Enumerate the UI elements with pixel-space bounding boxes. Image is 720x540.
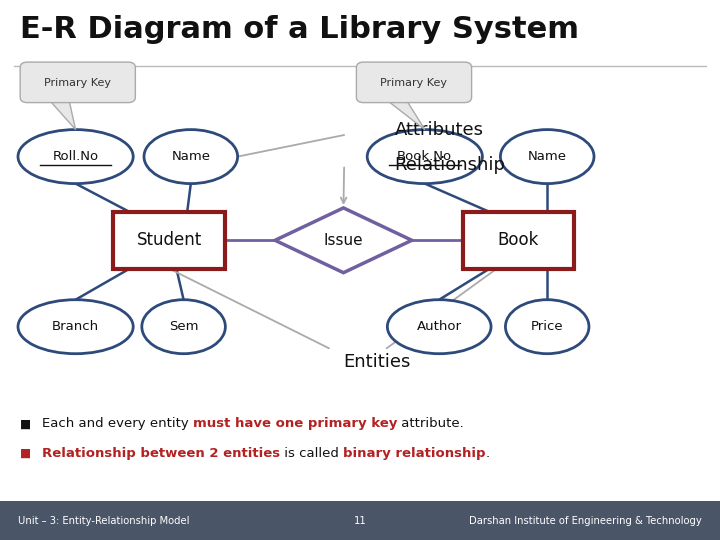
Text: 11: 11 [354,516,366,525]
Text: attribute.: attribute. [397,417,464,430]
Ellipse shape [18,130,133,184]
Text: Primary Key: Primary Key [44,78,112,87]
Text: Primary Key: Primary Key [380,78,448,87]
Text: Unit – 3: Entity-Relationship Model: Unit – 3: Entity-Relationship Model [18,516,189,525]
Polygon shape [383,97,425,130]
Ellipse shape [387,300,491,354]
Ellipse shape [142,300,225,354]
Text: Issue: Issue [323,233,364,248]
Ellipse shape [505,300,589,354]
Text: Author: Author [417,320,462,333]
Polygon shape [275,208,412,273]
Polygon shape [47,97,76,130]
FancyBboxPatch shape [20,62,135,103]
Text: must have one primary key: must have one primary key [193,417,397,430]
Bar [113,212,225,268]
Text: Branch: Branch [52,320,99,333]
Text: binary relationship: binary relationship [343,447,485,460]
Text: Attributes: Attributes [395,120,484,139]
Ellipse shape [144,130,238,184]
Ellipse shape [18,300,133,354]
Text: Entities: Entities [343,353,411,371]
Text: Book: Book [498,231,539,249]
Text: Book.No: Book.No [397,150,452,163]
Text: Relationship: Relationship [395,156,505,174]
Text: ■: ■ [20,447,31,460]
Bar [0,501,720,540]
Text: Each and every entity: Each and every entity [42,417,193,430]
Text: .: . [485,447,490,460]
Text: is called: is called [280,447,343,460]
Text: E-R Diagram of a Library System: E-R Diagram of a Library System [20,15,579,44]
Ellipse shape [500,130,594,184]
Text: Student: Student [137,231,202,249]
Text: Name: Name [528,150,567,163]
Bar [462,212,575,268]
Text: ■: ■ [20,417,31,430]
Text: Sem: Sem [169,320,198,333]
Ellipse shape [367,130,482,184]
FancyBboxPatch shape [356,62,472,103]
Text: Name: Name [171,150,210,163]
Text: Roll.No: Roll.No [53,150,99,163]
Text: Darshan Institute of Engineering & Technology: Darshan Institute of Engineering & Techn… [469,516,702,525]
Text: Relationship between 2 entities: Relationship between 2 entities [42,447,280,460]
Text: Price: Price [531,320,564,333]
